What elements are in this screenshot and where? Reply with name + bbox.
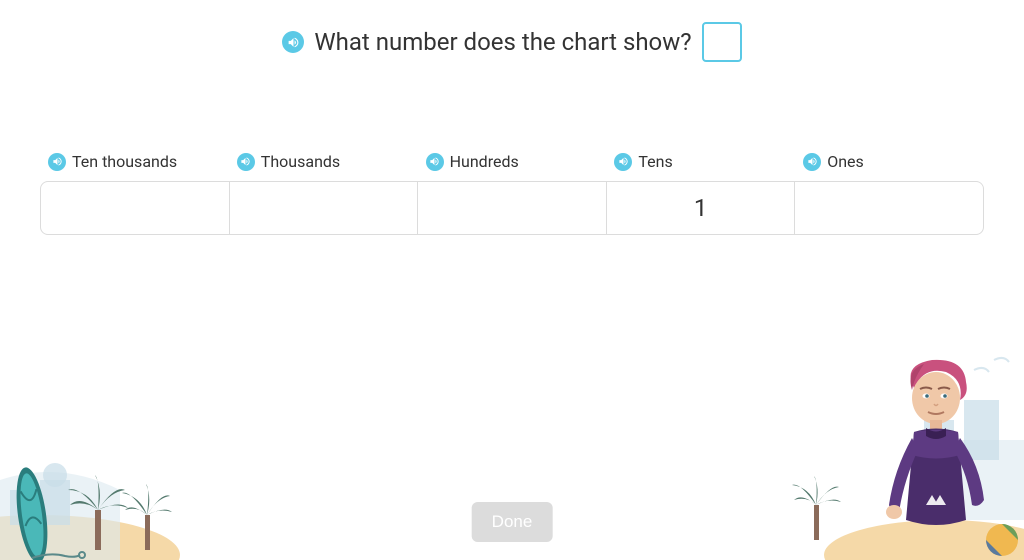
chart-cell-thousands [230, 182, 419, 234]
speaker-icon[interactable] [803, 153, 821, 171]
chart-table: 1 [40, 181, 984, 235]
chart-cell-hundreds [418, 182, 607, 234]
chart-header-label: Ones [827, 152, 864, 171]
chart-header-label: Tens [638, 152, 672, 171]
chart-header-ones: Ones [795, 152, 984, 171]
chart-header-label: Thousands [261, 152, 340, 171]
character-scene-right [764, 330, 1024, 560]
done-button[interactable]: Done [472, 502, 553, 542]
chart-header-label: Ten thousands [72, 152, 177, 171]
chart-header-label: Hundreds [450, 152, 519, 171]
chart-header-hundreds: Hundreds [418, 152, 607, 171]
chart-cell-tens: 1 [607, 182, 796, 234]
speaker-icon[interactable] [48, 153, 66, 171]
chart-header-thousands: Thousands [229, 152, 418, 171]
speaker-icon[interactable] [282, 31, 304, 53]
question-row: What number does the chart show? [0, 0, 1024, 62]
chart-cell-ten-thousands [41, 182, 230, 234]
question-text: What number does the chart show? [314, 28, 691, 56]
speaker-icon[interactable] [614, 153, 632, 171]
chart-cell-ones [795, 182, 983, 234]
chart-header-ten-thousands: Ten thousands [40, 152, 229, 171]
speaker-icon[interactable] [237, 153, 255, 171]
chart-header-tens: Tens [606, 152, 795, 171]
speaker-icon[interactable] [426, 153, 444, 171]
place-value-chart: Ten thousands Thousands Hundreds Tens On… [40, 152, 984, 235]
chart-headers: Ten thousands Thousands Hundreds Tens On… [40, 152, 984, 171]
answer-input[interactable] [702, 22, 742, 62]
beach-scene-left [0, 360, 230, 560]
